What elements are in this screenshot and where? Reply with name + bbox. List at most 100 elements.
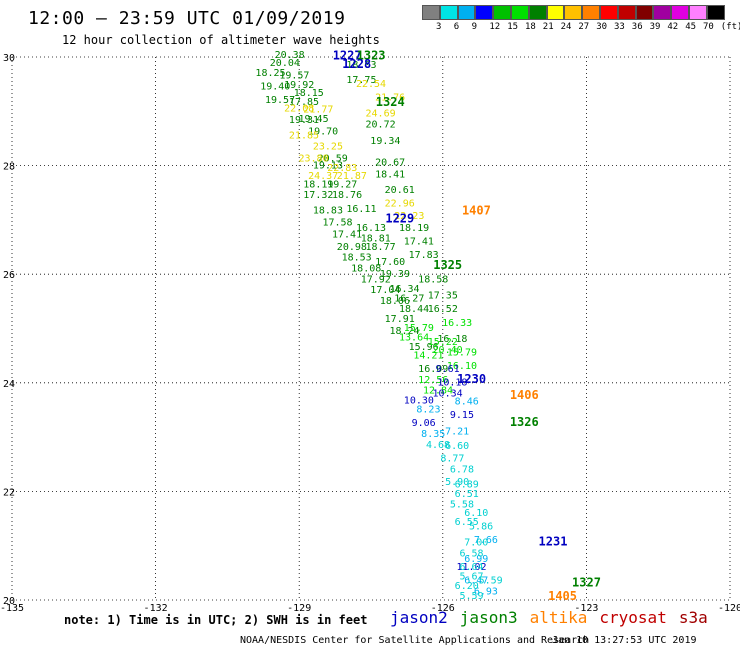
swh-value: 5.67 (459, 571, 483, 582)
legend-altika: altika (529, 608, 588, 627)
swh-value: 18.76 (332, 190, 362, 201)
swh-value: 18.19 (399, 223, 429, 234)
swh-value: 8.77 (440, 454, 464, 465)
color-scale-label: 9 (471, 22, 478, 32)
swh-value: 18.24 (389, 326, 419, 337)
map-title: 12:00 – 23:59 UTC 01/09/2019 (28, 8, 346, 29)
pass-time-label: 1325 (433, 258, 462, 272)
swh-value: 19.40 (260, 82, 290, 93)
swh-value: 15.22 (428, 337, 458, 348)
swh-value: 14.21 (413, 350, 443, 361)
color-swatch (546, 5, 565, 20)
pass-time-label: 1326 (510, 415, 539, 429)
legend-jason3: jason3 (459, 608, 518, 627)
pass-time-label: 1405 (548, 589, 577, 603)
swh-value: 4.68 (426, 440, 450, 451)
lon-tick-label: -120 (718, 603, 740, 614)
swh-value: 19.31 (289, 115, 319, 126)
swh-value: 5.59 (479, 576, 503, 587)
color-swatch (439, 5, 458, 20)
swh-value: 18.58 (418, 274, 448, 285)
swh-value: 6.51 (455, 489, 479, 500)
color-scale-label: 36 (631, 22, 643, 32)
color-scale-label: (ft) (720, 22, 740, 32)
swh-value: 22.23 (394, 211, 424, 222)
color-swatch (635, 5, 654, 20)
lat-tick-label: 28 (3, 162, 15, 173)
pass-time-label: 1229 (385, 212, 414, 226)
swh-value: 19.57 (265, 95, 295, 106)
swh-value: 18.25 (255, 68, 285, 79)
legend-jason2: jason2 (390, 608, 448, 627)
wave-height-color-scale (422, 5, 725, 21)
color-scale-label: 30 (596, 22, 608, 32)
swh-value: 7.00 (464, 538, 488, 549)
swh-value: 5.59 (459, 591, 483, 602)
color-scale-label: 42 (667, 22, 679, 32)
swh-value: 6.93 (474, 587, 498, 598)
swh-value: 18.53 (342, 253, 372, 264)
lon-tick-label: -132 (144, 603, 168, 614)
satellite-legend: jason2 jason3 altika cryosat s3a (390, 608, 720, 627)
color-scale-label: 24 (560, 22, 572, 32)
swh-value: 23.25 (313, 141, 343, 152)
swh-value: 15.96 (409, 342, 439, 353)
swh-value: 16.10 (447, 361, 477, 372)
swh-value: 8.46 (455, 397, 479, 408)
swh-value: 10.18 (437, 378, 467, 389)
swh-value: 20.40 (433, 345, 463, 356)
swh-value: 19.27 (327, 179, 357, 190)
swh-value: 18.03 (346, 60, 376, 71)
color-scale-label: 15 (507, 22, 519, 32)
swh-value: 19.34 (370, 136, 400, 147)
swh-value: 17.85 (289, 97, 319, 108)
lat-tick-label: 26 (3, 270, 15, 281)
swh-value: 9.61 (436, 364, 460, 375)
swh-value: 9.15 (450, 410, 474, 421)
swh-value: 10.30 (404, 395, 434, 406)
swh-value: 17.41 (332, 229, 362, 240)
swh-value: 18.83 (313, 205, 343, 216)
swh-value: 16.27 (394, 293, 424, 304)
color-scale-label: 27 (578, 22, 590, 32)
color-swatch (528, 5, 547, 20)
map-subtitle: 12 hour collection of altimeter wave hei… (62, 33, 380, 47)
pass-time-label: 1228 (342, 57, 371, 71)
color-scale-label: 70 (703, 22, 714, 32)
swh-value: 17.75 (346, 75, 376, 86)
color-swatch (582, 5, 600, 20)
swh-value: 22.83 (327, 163, 357, 174)
lat-tick-label: 22 (3, 487, 15, 498)
swh-value: 18.81 (361, 234, 391, 245)
pass-time-label: 1407 (462, 203, 491, 217)
axis-labels: -135 -132 -129 -126 -123 -120 30 28 26 24 22 20 (0, 53, 740, 614)
swh-value: 6.89 (455, 480, 479, 491)
swh-value: 6.78 (450, 464, 474, 475)
swh-value: 15.79 (447, 348, 477, 359)
swh-value: 20.61 (385, 185, 415, 196)
swh-value: 16.34 (389, 284, 419, 295)
graticule-grid (11, 56, 731, 601)
swh-value: 16.33 (442, 318, 472, 329)
pass-time-label: 1231 (539, 535, 568, 549)
color-swatch (599, 5, 618, 20)
swh-value: 6.20 (455, 581, 479, 592)
swh-value: 17.35 (428, 291, 458, 302)
swh-value: 8.23 (416, 405, 440, 416)
color-swatch (564, 5, 583, 20)
swh-value: 18.41 (375, 170, 405, 181)
color-swatch (688, 5, 707, 20)
swh-value: 16.18 (437, 334, 467, 345)
color-swatch (422, 5, 440, 20)
swh-value: 7.66 (474, 535, 498, 546)
swh-value: 19.45 (299, 114, 329, 125)
color-scale-label: 3 (436, 22, 442, 32)
swh-value: 15.79 (404, 323, 434, 334)
color-swatch (457, 5, 476, 20)
swh-value: 19.39 (380, 269, 410, 280)
pass-time-label: 1323 (357, 49, 386, 63)
swh-value: 13.64 (399, 332, 429, 343)
swh-value: 20.67 (375, 158, 405, 169)
swh-value: 12.56 (418, 375, 448, 386)
